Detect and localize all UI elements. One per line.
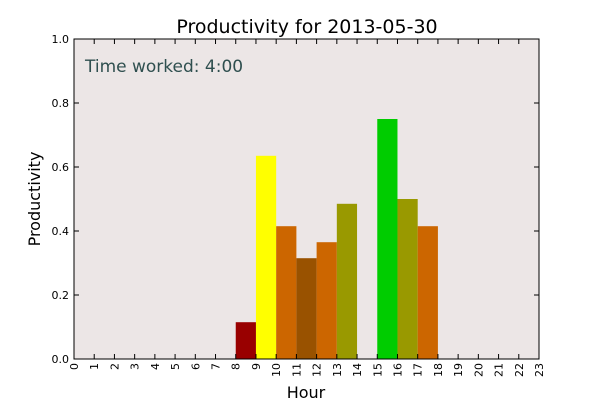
y-tick-label-0.8: 0.8 xyxy=(52,97,70,110)
y-tick-label-1.0: 1.0 xyxy=(52,33,70,46)
x-tick-label-4: 4 xyxy=(149,363,162,370)
x-tick-label-17: 17 xyxy=(412,363,425,377)
y-axis-label: Productivity xyxy=(25,152,44,247)
time-worked-annotation: Time worked: 4:00 xyxy=(84,57,243,77)
y-tick-label-0.2: 0.2 xyxy=(52,289,70,302)
bar-hour-11 xyxy=(296,258,317,359)
x-tick-label-9: 9 xyxy=(250,363,263,370)
bar-hour-9 xyxy=(255,155,277,359)
x-tick-label-12: 12 xyxy=(311,363,324,377)
bar-hour-8 xyxy=(235,322,256,359)
bar-hour-16 xyxy=(397,199,418,359)
x-tick-label-14: 14 xyxy=(351,363,364,377)
x-tick-label-10: 10 xyxy=(270,363,283,377)
x-tick-label-23: 23 xyxy=(533,363,546,377)
x-tick-label-18: 18 xyxy=(432,363,445,377)
bar-hour-15 xyxy=(377,119,398,359)
x-tick-label-5: 5 xyxy=(169,363,182,370)
y-tick-label-0.4: 0.4 xyxy=(52,225,70,238)
x-tick-label-20: 20 xyxy=(472,363,485,377)
chart-title: Productivity for 2013-05-30 xyxy=(176,16,437,38)
x-tick-label-1: 1 xyxy=(88,363,101,370)
bar-hour-17 xyxy=(417,226,438,359)
bars-group xyxy=(235,119,438,359)
x-tick-label-3: 3 xyxy=(129,363,142,370)
x-axis-label: Hour xyxy=(287,383,326,400)
x-tick-label-8: 8 xyxy=(230,363,243,370)
plot-frame xyxy=(73,38,540,360)
bar-hour-10 xyxy=(276,226,297,359)
x-tick-label-22: 22 xyxy=(513,363,526,377)
y-tick-label-0.0: 0.0 xyxy=(52,353,70,366)
x-tick-label-6: 6 xyxy=(189,363,202,370)
x-tick-label-11: 11 xyxy=(290,363,303,377)
x-tick-label-21: 21 xyxy=(493,363,506,377)
y-tick-label-0.6: 0.6 xyxy=(52,161,70,174)
x-tick-label-13: 13 xyxy=(331,363,344,377)
x-tick-label-0: 0 xyxy=(68,363,81,370)
x-tick-label-15: 15 xyxy=(371,363,384,377)
ticks-group: 0 1 2 3 4 5 6 7 8 9 10 11 12 13 14 15 16 17 18 19 20 21 22 230.… xyxy=(52,33,547,377)
x-tick-label-16: 16 xyxy=(391,363,404,377)
x-tick-label-19: 19 xyxy=(452,363,465,377)
bar-hour-12 xyxy=(316,242,337,359)
bar-hour-13 xyxy=(336,203,358,359)
x-tick-label-7: 7 xyxy=(210,363,223,370)
x-tick-label-2: 2 xyxy=(108,363,121,370)
